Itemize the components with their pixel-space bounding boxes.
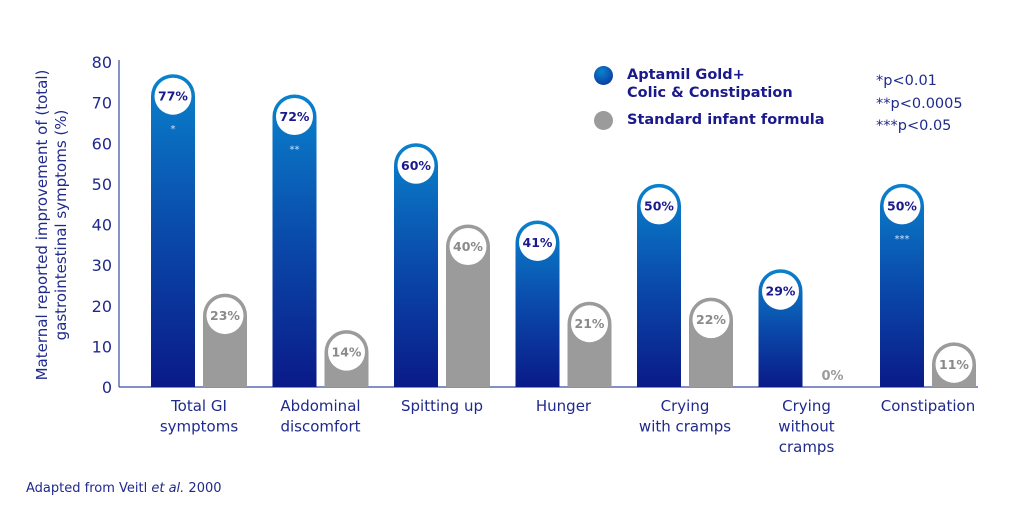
data-label: 21% <box>575 316 605 331</box>
label-circle <box>640 187 678 225</box>
x-tick-label: Spitting up <box>401 397 483 415</box>
source-prefix: Adapted from Veitl <box>26 481 152 496</box>
bar-standard: 11% <box>932 342 976 387</box>
bar-standard: 22% <box>689 297 733 387</box>
bar-aptamil: 72% ** <box>272 94 317 387</box>
y-tick-label: 70 <box>92 94 112 113</box>
x-tick-label: with cramps <box>639 418 731 436</box>
x-tick-label: Total GI <box>170 397 227 415</box>
data-label: 41% <box>523 235 553 250</box>
data-label: 60% <box>401 158 431 173</box>
x-tick-label: discomfort <box>280 418 360 436</box>
data-label: 50% <box>887 198 917 213</box>
y-tick-label: 30 <box>92 256 112 275</box>
legend-swatch-blue <box>594 66 613 85</box>
label-circle <box>762 272 799 310</box>
footnote-2: **p<0.0005 <box>876 95 963 112</box>
source-italic: et al. <box>151 481 185 496</box>
y-tick-label: 0 <box>102 378 112 397</box>
label-circle <box>449 228 487 265</box>
bar-rect <box>515 220 560 387</box>
source-suffix: 2000 <box>184 481 222 496</box>
legend-swatch-gray <box>594 111 613 130</box>
data-label: 29% <box>766 284 796 299</box>
significance-marker: ** <box>290 145 300 156</box>
label-circle <box>206 297 244 335</box>
legend: Aptamil Gold+ Colic & Constipation Standa… <box>594 66 825 139</box>
x-tick-label: Crying <box>782 397 831 415</box>
legend-line-2: Colic & Constipation <box>627 85 793 101</box>
footnote-1: *p<0.01 <box>876 73 937 89</box>
x-tick-label: cramps <box>779 438 835 456</box>
bar-rect <box>272 94 317 387</box>
legend-item-aptamil: Aptamil Gold+ Colic & Constipation <box>594 66 825 102</box>
y-axis-label: Maternal reported improvement of (total)… <box>33 69 70 381</box>
bar-rect <box>446 224 490 387</box>
data-label: 22% <box>696 312 726 327</box>
label-circle <box>935 345 973 383</box>
x-tick-label: Constipation <box>881 397 975 415</box>
legend-label-aptamil: Aptamil Gold+ Colic & Constipation <box>627 66 793 102</box>
bar-rect <box>151 74 195 387</box>
y-tick-label: 20 <box>92 297 112 316</box>
bar-standard: 21% <box>567 301 612 387</box>
y-tick-label: 50 <box>92 175 112 194</box>
data-label: 40% <box>453 239 483 254</box>
label-circle <box>692 301 730 339</box>
footnote-3: ***p<0.05 <box>876 118 952 134</box>
bar-standard: 23% <box>203 293 247 387</box>
label-circle <box>883 187 921 225</box>
legend-label-standard: Standard infant formula <box>627 112 825 128</box>
bar-rect <box>637 183 681 387</box>
x-tick-label: Hunger <box>536 397 592 415</box>
bar-standard: 0% <box>821 369 843 384</box>
legend-line-1: Aptamil Gold+ <box>627 67 745 83</box>
data-label: 23% <box>210 308 240 323</box>
significance-marker: * <box>171 124 176 135</box>
y-tick-label: 40 <box>92 216 112 235</box>
data-label: 0% <box>821 369 843 384</box>
bar-aptamil: 77% * <box>151 74 195 387</box>
data-label: 77% <box>158 89 188 104</box>
data-label: 14% <box>332 345 362 360</box>
bar-aptamil: 29% <box>758 269 803 387</box>
label-circle <box>397 146 435 184</box>
bar-rect <box>880 183 924 387</box>
bar-aptamil: 50% <box>637 183 681 387</box>
y-tick-label: 80 <box>92 53 112 72</box>
label-circle <box>154 77 192 115</box>
significance-marker: *** <box>895 234 910 245</box>
source-note: Adapted from Veitl et al. 2000 <box>26 481 222 496</box>
x-tick-label: without <box>778 418 835 436</box>
data-label: 11% <box>939 357 969 372</box>
data-label: 72% <box>280 109 310 124</box>
label-circle <box>519 223 556 261</box>
y-tick-label: 10 <box>92 337 112 356</box>
bar-rect <box>394 143 438 387</box>
bar-aptamil: 60% <box>394 143 438 387</box>
x-tick-label: Crying <box>661 397 710 415</box>
label-circle <box>276 98 313 135</box>
legend-item-standard: Standard infant formula <box>594 111 825 130</box>
data-label: 50% <box>644 198 674 213</box>
x-tick-label: symptoms <box>160 418 238 436</box>
bar-standard: 40% <box>446 224 490 387</box>
bar-standard: 14% <box>324 330 369 387</box>
bar-aptamil: 50% *** <box>880 183 924 387</box>
label-circle <box>328 333 365 371</box>
y-tick-label: 60 <box>92 134 112 153</box>
footnotes: *p<0.01 **p<0.0005 ***p<0.05 <box>876 70 963 138</box>
bar-aptamil: 41% <box>515 220 560 387</box>
label-circle <box>571 305 608 343</box>
x-tick-label: Abdominal <box>280 397 360 415</box>
